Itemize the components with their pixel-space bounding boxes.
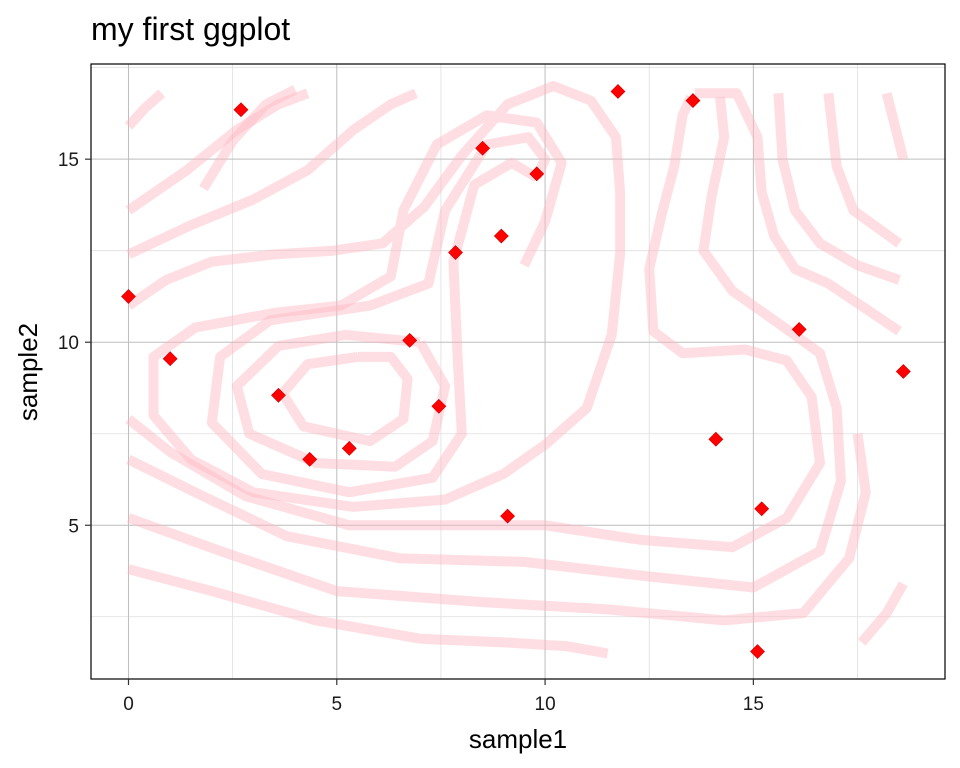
contour-line [823, 92, 903, 248]
data-point [475, 140, 491, 156]
data-point [402, 332, 418, 348]
data-point [750, 644, 765, 659]
x-axis-title: sample1 [469, 724, 567, 754]
data-point [271, 387, 286, 403]
contour-line [124, 89, 166, 130]
contour-line [857, 581, 908, 646]
data-point [448, 245, 463, 260]
plot-background [91, 64, 945, 679]
data-point [610, 84, 626, 99]
data-point [708, 431, 724, 447]
data-point [500, 508, 516, 524]
y-tick-label: 10 [58, 333, 79, 354]
data-point [341, 440, 357, 456]
contour-line [199, 85, 298, 192]
data-point [121, 289, 136, 304]
y-tick-label: 5 [68, 516, 79, 537]
contour-line [277, 351, 413, 447]
grid-major [91, 64, 945, 679]
y-axis: 5 10 15 [58, 150, 91, 537]
contour-line [126, 432, 871, 626]
contour-line [695, 88, 902, 336]
contour-line [125, 88, 310, 215]
contour-line [881, 92, 909, 161]
x-tick-label: 5 [331, 694, 342, 715]
x-axis: 0 5 10 15 [123, 679, 764, 715]
y-axis-title: sample2 [13, 323, 43, 421]
data-point [493, 228, 509, 244]
contour-line [125, 94, 825, 553]
data-point [302, 451, 318, 467]
grid-minor [91, 64, 945, 679]
data-point [431, 398, 447, 414]
data-point [895, 364, 911, 379]
contour-line [206, 132, 551, 498]
x-tick-label: 15 [743, 694, 764, 715]
data-point [685, 93, 701, 109]
density-contours [124, 81, 909, 659]
data-point [233, 102, 249, 118]
contour-line [126, 88, 418, 259]
y-tick-label: 15 [58, 150, 79, 171]
contour-line [127, 564, 609, 659]
contour-line [125, 81, 626, 512]
x-tick-label: 0 [123, 694, 134, 715]
data-point [791, 321, 807, 337]
x-tick-label: 10 [535, 694, 556, 715]
contour-line [773, 92, 901, 285]
data-points [121, 84, 911, 659]
data-point [162, 351, 178, 367]
data-point [754, 501, 770, 517]
contour-line [126, 96, 846, 593]
data-point [529, 166, 545, 182]
plot-panel-border [90, 63, 946, 680]
chart-title: my first ggplot [91, 11, 290, 47]
